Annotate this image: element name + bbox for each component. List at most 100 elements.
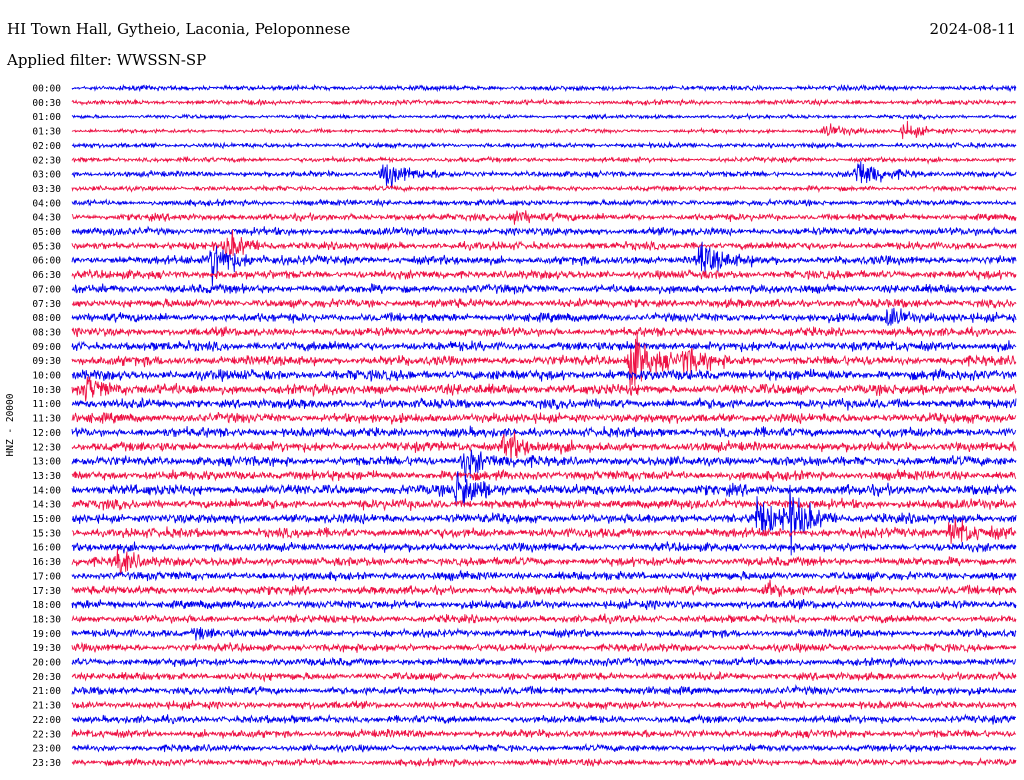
trace-row [71, 307, 1017, 326]
row-time-label: 18:00 [32, 600, 61, 611]
row-time-label: 06:00 [32, 256, 61, 267]
row-time-label: 20:30 [32, 672, 61, 683]
row-time-label: 12:00 [32, 428, 61, 439]
trace-row [71, 120, 1017, 140]
row-time-label: 17:30 [32, 586, 61, 597]
trace-row [71, 548, 1017, 576]
row-time-label: 14:00 [32, 485, 61, 496]
filter-label: Applied filter: WWSSN-SP [7, 51, 207, 69]
row-time-label: 21:30 [32, 701, 61, 712]
trace-row [71, 670, 1017, 683]
date-label: 2024-08-11 [929, 20, 1016, 38]
row-time-label: 16:00 [32, 543, 61, 554]
trace-row [71, 161, 1017, 190]
trace-row [71, 684, 1017, 697]
row-time-label: 01:30 [32, 127, 61, 138]
trace-row [71, 376, 1017, 402]
trace-row [71, 225, 1017, 237]
trace-row [71, 112, 1017, 121]
row-time-label: 02:30 [32, 155, 61, 166]
row-time-label: 07:00 [32, 284, 61, 295]
row-time-label: 23:00 [32, 744, 61, 755]
row-time-label: 05:30 [32, 241, 61, 252]
row-time-label: 14:30 [32, 500, 61, 511]
trace-row [71, 197, 1017, 208]
trace-row [71, 484, 1017, 556]
row-time-label: 15:30 [32, 528, 61, 539]
trace-row [71, 641, 1017, 654]
trace-row [71, 210, 1017, 225]
trace-row [71, 449, 1017, 483]
row-time-label: 00:30 [32, 98, 61, 109]
row-time-label: 15:00 [32, 514, 61, 525]
trace-row [71, 83, 1017, 93]
trace-row [71, 332, 1017, 392]
trace-row [71, 579, 1017, 598]
row-time-label: 13:30 [32, 471, 61, 482]
trace-row [71, 728, 1017, 739]
trace-row [71, 468, 1017, 483]
row-time-label: 21:00 [32, 686, 61, 697]
trace-row [71, 497, 1017, 512]
row-time-label: 13:00 [32, 457, 61, 468]
row-time-label: 17:00 [32, 571, 61, 582]
row-time-label: 16:30 [32, 557, 61, 568]
trace-row [71, 155, 1017, 165]
trace-row [71, 757, 1017, 768]
row-time-label: 05:00 [32, 227, 61, 238]
row-time-label: 22:00 [32, 715, 61, 726]
trace-row [71, 569, 1017, 582]
trace-row [71, 613, 1017, 625]
trace-row [71, 297, 1017, 310]
row-time-label: 02:00 [32, 141, 61, 152]
row-time-label: 22:30 [32, 729, 61, 740]
trace-row [71, 431, 1017, 462]
trace-row [71, 656, 1017, 668]
row-time-label: 08:30 [32, 327, 61, 338]
trace-row [71, 140, 1017, 150]
trace-row [71, 699, 1017, 712]
row-time-label: 04:00 [32, 198, 61, 209]
trace-row [71, 97, 1017, 107]
row-time-label: 08:00 [32, 313, 61, 324]
row-time-label: 00:00 [32, 84, 61, 95]
row-time-label: 04:30 [32, 213, 61, 224]
trace-row [71, 340, 1017, 353]
row-time-label: 09:00 [32, 342, 61, 353]
trace-row [71, 268, 1017, 281]
trace-row [71, 367, 1017, 382]
trace-row [71, 471, 1017, 507]
row-time-label: 19:00 [32, 629, 61, 640]
row-time-label: 23:30 [32, 758, 61, 769]
trace-row [71, 742, 1017, 754]
row-time-label: 19:30 [32, 643, 61, 654]
trace-row [71, 713, 1016, 725]
y-axis-label: HNZ - 20000 [5, 393, 16, 456]
trace-row [71, 627, 1017, 641]
row-time-label: 07:30 [32, 299, 61, 310]
row-time-label: 01:00 [32, 112, 61, 123]
trace-row [71, 184, 1017, 194]
row-time-label: 06:30 [32, 270, 61, 281]
row-time-label: 20:00 [32, 658, 61, 669]
trace-row [71, 326, 1017, 338]
trace-row [71, 541, 1017, 554]
row-time-label: 03:30 [32, 184, 61, 195]
row-time-label: 11:30 [32, 414, 61, 425]
trace-row [71, 411, 1017, 425]
row-time-label: 12:30 [32, 442, 61, 453]
row-time-label: 10:30 [32, 385, 61, 396]
row-time-label: 09:30 [32, 356, 61, 367]
trace-row [71, 425, 1017, 439]
row-time-label: 11:00 [32, 399, 61, 410]
trace-row [71, 241, 1017, 287]
trace-row [71, 518, 1017, 544]
trace-row [71, 598, 1017, 610]
trace-row [71, 283, 1017, 295]
station-title: HI Town Hall, Gytheio, Laconia, Peloponn… [7, 20, 351, 38]
trace-row [71, 229, 1017, 257]
row-time-label: 18:30 [32, 614, 61, 625]
trace-row [71, 396, 1017, 411]
row-time-label: 10:00 [32, 371, 61, 382]
